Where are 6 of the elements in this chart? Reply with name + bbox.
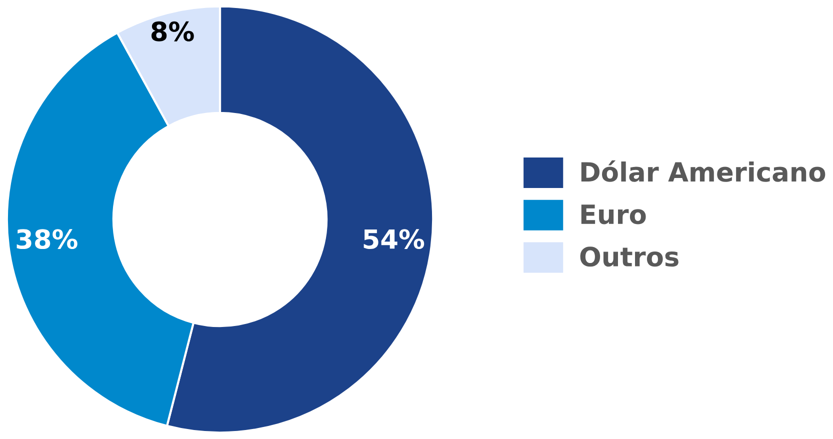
legend-label: Outros	[580, 246, 678, 267]
legend-label: Dólar Americano	[581, 160, 826, 182]
data-label: 8%	[152, 21, 194, 42]
data-label: 54%	[364, 229, 424, 250]
legend-label: Euro	[581, 204, 646, 224]
data-label: 38%	[16, 229, 78, 250]
